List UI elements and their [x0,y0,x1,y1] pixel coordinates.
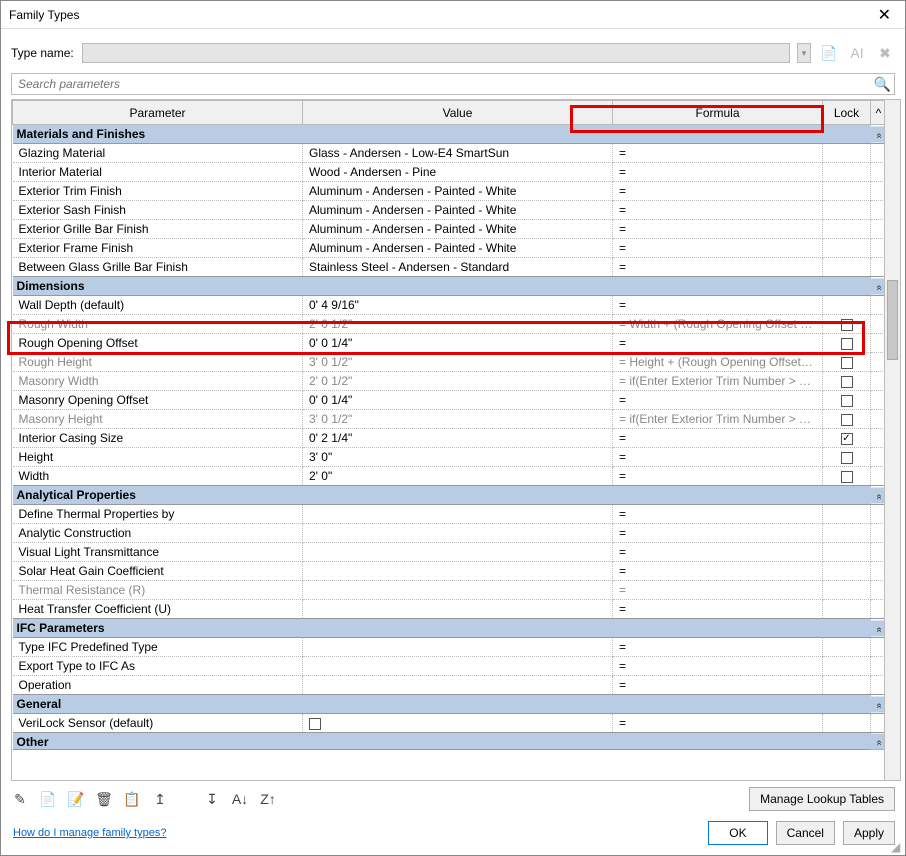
ok-button[interactable]: OK [708,821,767,845]
param-row[interactable]: Masonry Height3' 0 1/2"= if(Enter Exteri… [13,410,886,429]
param-row[interactable]: Glazing MaterialGlass - Andersen - Low-E… [13,144,886,163]
lock-checkbox[interactable] [841,471,853,483]
param-row[interactable]: Define Thermal Properties by= [13,505,886,524]
help-link[interactable]: How do I manage family types? [11,827,166,839]
param-row[interactable]: Visual Light Transmittance= [13,543,886,562]
col-header-parameter[interactable]: Parameter [13,101,303,125]
param-row[interactable]: Between Glass Grille Bar FinishStainless… [13,258,886,277]
param-row[interactable]: Exterior Frame FinishAluminum - Andersen… [13,239,886,258]
lock-checkbox[interactable] [841,452,853,464]
group-header[interactable]: IFC Parameters« [13,619,886,638]
type-name-row: Type name: ▾ 📄 AI ✖ [1,29,905,73]
param-row[interactable]: Type IFC Predefined Type= [13,638,886,657]
table-header-row: Parameter Value Formula Lock ^ [13,101,886,125]
window-title: Family Types [9,8,79,22]
new-type-icon[interactable]: 📄 [819,43,839,63]
param-row[interactable]: Width2' 0"= [13,467,886,486]
type-name-label: Type name: [11,46,74,60]
cancel-button[interactable]: Cancel [776,821,835,845]
vertical-scrollbar[interactable] [885,99,901,781]
param-row[interactable]: Rough Height3' 0 1/2"= Height + (Rough O… [13,353,886,372]
apply-button[interactable]: Apply [843,821,895,845]
param-row[interactable]: Masonry Width2' 0 1/2"= if(Enter Exterio… [13,372,886,391]
group-header[interactable]: Other« [13,733,886,750]
resize-grip-icon[interactable]: ◢ [891,841,903,853]
manage-lookup-button[interactable]: Manage Lookup Tables [749,787,895,811]
param-row[interactable]: Wall Depth (default)0' 4 9/16"= [13,296,886,315]
search-input[interactable] [11,73,895,95]
bottom-toolbar: ✎ 📄 📝 🗑 📋 ↥ ↧ A↓ Z↑ Manage Lookup Tables [1,781,905,817]
search-row: 🔍 [11,73,895,95]
lock-checkbox[interactable] [841,395,853,407]
param-row[interactable]: VeriLock Sensor (default)= [13,714,886,733]
param-row[interactable]: Export Type to IFC As= [13,657,886,676]
param-row[interactable]: Rough Width2' 0 1/2"= Width + (Rough Ope… [13,315,886,334]
param-row[interactable]: Exterior Trim FinishAluminum - Andersen … [13,182,886,201]
param-row[interactable]: Height3' 0"= [13,448,886,467]
new-param-icon[interactable]: 📄 [39,790,57,808]
param-row[interactable]: Thermal Resistance (R)= [13,581,886,600]
param-row[interactable]: Heat Transfer Coefficient (U)= [13,600,886,619]
param-row[interactable]: Solar Heat Gain Coefficient= [13,562,886,581]
delete-type-icon[interactable]: ✖ [875,43,895,63]
sort-desc-icon[interactable]: Z↑ [259,790,277,808]
param-row[interactable]: Masonry Opening Offset0' 0 1/4"= [13,391,886,410]
movedown-icon[interactable]: ↧ [203,790,221,808]
dialog-buttons: How do I manage family types? OK Cancel … [1,817,905,855]
param-row[interactable]: Exterior Sash FinishAluminum - Andersen … [13,201,886,220]
param-row[interactable]: Exterior Grille Bar FinishAluminum - And… [13,220,886,239]
sort-asc-icon[interactable]: A↓ [231,790,249,808]
col-header-lock[interactable]: Lock [823,101,871,125]
scrollbar-thumb[interactable] [887,280,898,360]
rename-type-icon[interactable]: AI [847,43,867,63]
param-row[interactable]: Analytic Construction= [13,524,886,543]
group-header[interactable]: Analytical Properties« [13,486,886,505]
edit-icon[interactable]: ✎ [11,790,29,808]
group-header[interactable]: Dimensions« [13,277,886,296]
lock-checkbox[interactable] [841,338,853,350]
parameter-grid[interactable]: Parameter Value Formula Lock ^ Materials… [11,99,885,781]
close-icon[interactable]: ✕ [872,5,897,25]
lock-checkbox[interactable] [841,357,853,369]
delete-param-icon[interactable]: 🗑 [95,790,113,808]
lock-checkbox[interactable] [841,414,853,426]
lock-checkbox[interactable]: ✓ [841,433,853,445]
param-row[interactable]: Rough Opening Offset0' 0 1/4"= [13,334,886,353]
lock-checkbox[interactable] [841,376,853,388]
checkbox[interactable] [309,718,321,730]
family-types-dialog: Family Types ✕ Type name: ▾ 📄 AI ✖ 🔍 Par… [0,0,906,856]
search-icon[interactable]: 🔍 [874,76,891,93]
copy-icon[interactable]: 📋 [123,790,141,808]
parameter-grid-wrap: Parameter Value Formula Lock ^ Materials… [11,99,901,781]
col-header-expand[interactable]: ^ [871,101,886,125]
col-header-formula[interactable]: Formula [613,101,823,125]
param-row[interactable]: Interior Casing Size0' 2 1/4"=✓ [13,429,886,448]
param-row[interactable]: Interior MaterialWood - Andersen - Pine= [13,163,886,182]
lock-checkbox[interactable] [841,319,853,331]
moveup-icon[interactable]: ↥ [151,790,169,808]
parameter-table: Parameter Value Formula Lock ^ Materials… [12,100,885,750]
group-header[interactable]: Materials and Finishes« [13,125,886,144]
param-row[interactable]: Operation= [13,676,886,695]
titlebar: Family Types ✕ [1,1,905,29]
type-name-dropdown[interactable]: ▾ [797,43,811,63]
modify-param-icon[interactable]: 📝 [67,790,85,808]
type-name-field[interactable] [82,43,790,63]
group-header[interactable]: General« [13,695,886,714]
col-header-value[interactable]: Value [303,101,613,125]
